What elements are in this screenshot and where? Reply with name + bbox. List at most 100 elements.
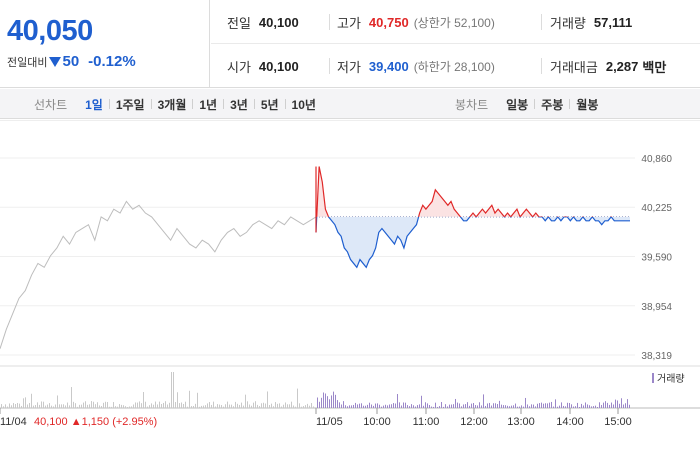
today-volume-bar — [417, 405, 418, 408]
prev-day-change: 1,150 — [82, 416, 113, 428]
price-chart: 40,860 40,225 39,590 38,954 38,319 거래량 11/04… — [0, 120, 700, 450]
today-volume-bar — [555, 399, 556, 408]
today-volume-bar — [581, 403, 582, 408]
tab-1year[interactable]: 1년 — [199, 97, 218, 112]
stat-label: 고가 — [337, 15, 361, 31]
prev-volume-bar — [313, 406, 314, 408]
tab-3months[interactable]: 3개월 — [157, 97, 187, 112]
tab-1week[interactable]: 1주일 — [115, 97, 145, 112]
chart-tabs-bar: 선차트 1일 1주일 3개월 1년 3년 5년 10년 봉차트 일봉 주봉 월봉 — [0, 89, 700, 119]
prev-volume-bar — [235, 401, 236, 408]
prev-volume-bar — [71, 387, 72, 408]
today-volume-bar — [389, 404, 390, 408]
prev-volume-bar — [295, 406, 296, 408]
change-value: 50 — [62, 53, 80, 70]
today-volume-bar — [587, 404, 588, 408]
down-triangle-icon — [49, 56, 62, 67]
today-volume-bar — [347, 406, 348, 408]
today-volume-bar — [465, 404, 466, 408]
tab-10years[interactable]: 10년 — [291, 97, 316, 112]
prev-volume-bar — [173, 372, 174, 408]
prev-volume-bar — [127, 406, 128, 408]
prev-volume-bar — [165, 401, 166, 408]
prev-volume-bar — [177, 392, 178, 408]
prev-volume-bar — [193, 405, 194, 408]
prev-volume-bar — [17, 402, 18, 408]
prev-volume-bar — [181, 402, 182, 408]
today-volume-bar — [495, 403, 496, 408]
prev-volume-bar — [57, 395, 58, 408]
today-volume-bar — [415, 406, 416, 408]
today-volume-bar — [321, 397, 322, 408]
line-chart-title: 선차트 — [34, 97, 68, 112]
today-volume-bar — [377, 403, 378, 408]
prev-volume-bar — [217, 404, 218, 408]
today-volume-bar — [519, 406, 520, 408]
today-volume-bar — [453, 404, 454, 408]
prev-volume-bar — [163, 402, 164, 408]
today-volume-bar — [445, 404, 446, 408]
prev-volume-bar — [111, 406, 112, 408]
today-volume-bar — [523, 406, 524, 408]
today-volume-bar — [373, 405, 374, 408]
prev-volume-bar — [175, 402, 176, 408]
prev-volume-bar — [253, 402, 254, 408]
lower-limit-text: (하한가 28,100) — [413, 59, 495, 74]
prev-volume-bar — [269, 404, 270, 408]
prev-volume-bar — [307, 403, 308, 408]
prev-volume-bar — [47, 404, 48, 408]
tab-weekly-candle[interactable]: 주봉 — [541, 97, 564, 112]
prev-volume-bar — [251, 405, 252, 408]
prev-volume-bar — [145, 401, 146, 408]
prev-volume-bar — [185, 401, 186, 408]
today-volume-bar — [571, 404, 572, 408]
prev-volume-bar — [21, 405, 22, 408]
tab-1day[interactable]: 1일 — [85, 97, 103, 112]
today-volume-bar — [533, 404, 534, 408]
stat-label: 저가 — [337, 59, 361, 75]
tab-daily-candle[interactable]: 일봉 — [506, 97, 529, 112]
today-volume-bar — [553, 406, 554, 408]
today-volume-bar — [541, 402, 542, 408]
today-volume-bar — [491, 405, 492, 408]
down-area-fill — [316, 216, 630, 268]
volume-legend-swatch — [652, 373, 654, 383]
today-volume-bar — [525, 397, 526, 408]
today-volume-bar — [477, 405, 478, 408]
today-volume-bar — [385, 404, 386, 408]
today-volume-bar — [623, 404, 624, 408]
today-volume-bar — [527, 404, 528, 408]
today-volume-bar — [505, 405, 506, 408]
today-volume-bar — [493, 403, 494, 408]
prev-day-series-line — [0, 200, 317, 349]
today-volume-bar — [627, 399, 628, 408]
prev-volume-bar — [55, 404, 56, 408]
divider — [541, 58, 542, 74]
divider — [192, 99, 194, 109]
prev-volume-bar — [39, 404, 40, 408]
today-volume-bar — [603, 402, 604, 408]
today-volume-bar — [357, 404, 358, 408]
today-series-line-up — [316, 166, 612, 217]
prev-volume-bar — [299, 403, 300, 408]
x-tick-label: 11/04 — [0, 416, 27, 428]
today-volume-bar — [459, 403, 460, 408]
prev-volume-bar — [285, 402, 286, 408]
prev-volume-bar — [119, 404, 120, 408]
today-volume-bar — [461, 406, 462, 408]
prev-volume-bar — [95, 404, 96, 408]
today-volume-bar — [399, 402, 400, 408]
prev-volume-bar — [3, 406, 4, 408]
prev-volume-bar — [225, 404, 226, 408]
tab-3years[interactable]: 3년 — [230, 97, 248, 112]
today-volume-bar — [437, 406, 438, 408]
tab-monthly-candle[interactable]: 월봉 — [576, 97, 599, 112]
today-volume-bar — [401, 405, 402, 408]
today-volume-bar — [575, 406, 576, 408]
today-volume-bar — [475, 405, 476, 408]
stats-row-1: 전일 40,100 고가 40,750 (상한가 52,100) 거래량 57,… — [211, 0, 700, 44]
today-volume-bar — [607, 402, 608, 408]
tab-5years[interactable]: 5년 — [260, 97, 279, 112]
prev-volume-bar — [281, 406, 282, 408]
prev-volume-bar — [263, 402, 264, 408]
